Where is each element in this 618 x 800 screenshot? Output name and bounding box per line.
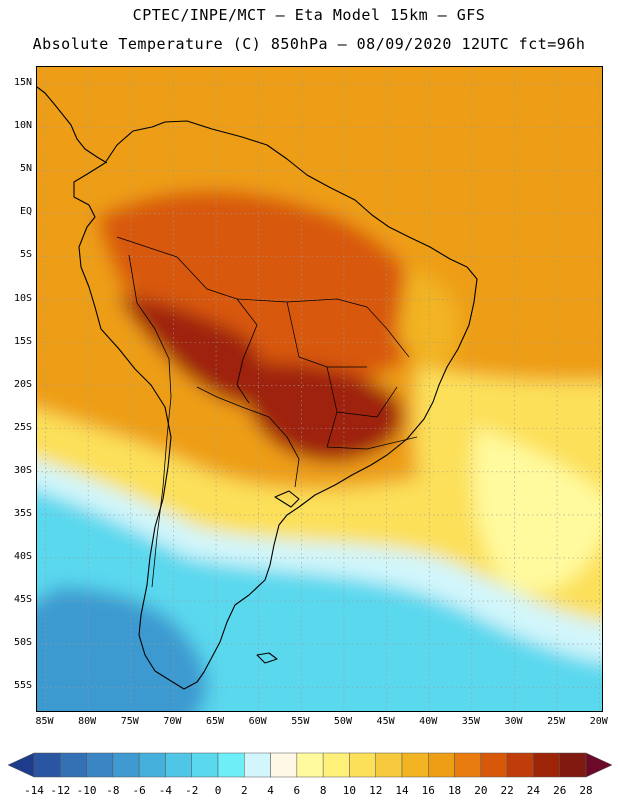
temperature-field [37,67,602,711]
lon-tick-label: 80W [78,716,97,727]
uruguay-estuary [274,490,300,508]
colorbar-swatch [33,752,61,778]
lon-tick-label: 25W [547,716,566,727]
colorbar-swatch [296,752,324,778]
colorbar-tick-label: 6 [293,784,301,797]
map-title-line-1: CPTEC/INPE/MCT – Eta Model 15km – GFS [132,6,486,24]
colorbar-tick-label: 20 [474,784,488,797]
lat-tick-label: 10S [13,292,32,304]
colorbar-swatch [375,752,403,778]
colorbar-swatch [454,752,482,778]
colorbar-swatch [533,752,560,778]
lat-tick-label: 15N [13,77,32,89]
colorbar-tick-label: 16 [421,784,435,797]
colorbar-swatch [165,752,192,778]
colorbar-swatch [112,752,140,778]
lat-tick-label: 40S [13,550,32,562]
colorbar-tick-label: 2 [240,784,248,797]
lon-tick-label: 85W [35,716,54,727]
colorbar-swatch [585,752,612,778]
colorbar-tick-label: -14 [24,784,44,797]
zone-northeast-brazil [397,267,459,370]
lon-tick-label: 70W [163,716,182,727]
country-border-brazil-states [236,298,418,450]
colorbar-swatch [217,752,245,778]
colorbar-tick-label: -12 [50,784,71,797]
colorbar-swatch [401,752,429,778]
lon-tick-label: 55W [291,716,310,727]
colorbar-swatch [480,752,508,778]
colorbar-swatch [428,752,455,778]
zone-atlantic-cool-tongue [473,427,602,593]
lat-tick-label: 50S [13,637,32,649]
colorbar-tick-label: 24 [526,784,541,797]
colorbar-tick-label: 28 [579,784,593,797]
colorbar-swatch [86,752,114,778]
colorbar-tick-label: 12 [369,784,383,797]
lon-tick-label: 40W [419,716,438,727]
lon-tick-label: 45W [376,716,395,727]
colorbar-swatch [506,752,534,778]
colorbar-tick-label: 0 [214,784,222,797]
lat-tick-label: 30S [13,464,32,476]
colorbar-swatch [191,752,219,778]
colorbar-swatch [244,752,271,778]
colorbar-swatch [138,752,166,778]
lat-tick-label: 55S [13,680,32,692]
lat-tick-label: 45S [13,594,32,606]
colorbar-swatch [60,752,87,778]
falklands [256,652,278,664]
colorbar-tick-label: 22 [500,784,514,797]
lat-tick-label: 20S [13,378,32,390]
zone-paraguay-south-brazil [237,363,404,462]
lon-tick-label: 20W [589,716,608,727]
colorbar-tick-label: 18 [447,784,462,797]
colorbar-tick-label: -2 [185,784,199,797]
colorbar-tick-label: 10 [342,784,357,797]
lat-tick-label: 35S [13,507,32,519]
colorbar-swatch [559,752,587,778]
lon-tick-label: 50W [333,716,352,727]
colorbar-tick-label: -4 [158,784,173,797]
south-america-coastline [73,120,478,690]
zone-patagonia-andes [37,587,208,711]
colorbar-swatch [322,752,350,778]
colorbar-tick-label: 14 [395,784,409,797]
lon-tick-label: 35W [461,716,480,727]
zone-central-hot-core [117,297,268,407]
temperature-colorbar [8,752,612,778]
map-title-line-2: Absolute Temperature (C) 850hPa – 08/09/… [32,35,586,53]
lat-tick-label: 5N [19,163,32,175]
colorbar-tick-label: 4 [267,784,274,797]
lat-tick-label: 5S [19,249,32,261]
lat-tick-label: 15S [13,335,32,347]
central-america-coastline [37,86,108,164]
colorbar-swatch [270,752,298,778]
temperature-map[interactable] [36,66,603,712]
lon-tick-label: 75W [120,716,139,727]
lon-tick-label: 30W [504,716,523,727]
lat-tick-label: 25S [13,421,32,433]
lat-tick-label: EQ [19,206,32,218]
colorbar-swatch [8,752,35,778]
country-border-andes [128,254,172,588]
colorbar-tick-label: 26 [553,784,567,797]
colorbar-tick-label: -10 [76,784,97,797]
colorbar-tick-label: -8 [106,784,120,797]
colorbar-tick-label: 8 [319,784,327,797]
lon-tick-label: 65W [206,716,225,727]
lon-tick-label: 60W [248,716,267,727]
colorbar-swatch [349,752,376,778]
colorbar-tick-label: -6 [132,784,146,797]
lat-tick-label: 10N [13,120,32,132]
country-border-argentina [196,386,300,488]
